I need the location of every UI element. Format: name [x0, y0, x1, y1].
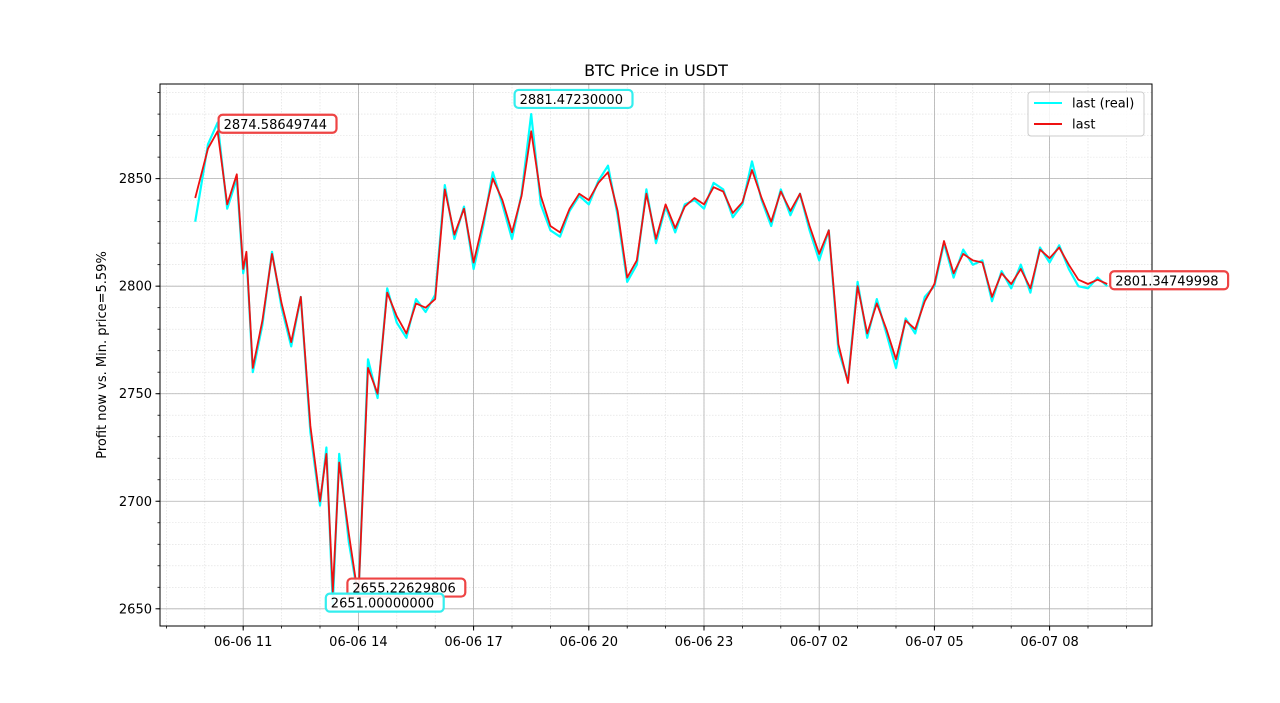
annotation-label: 2874.58649744: [224, 118, 327, 133]
legend: last (real) last: [1027, 91, 1145, 137]
annotation-box: [324, 592, 445, 613]
y-tick-label: 2700: [119, 495, 152, 510]
x-tick-label: 06-06 17: [444, 635, 502, 650]
annotation-box: [217, 113, 338, 134]
annotation-box: [513, 88, 634, 110]
x-tick-label: 06-06 14: [329, 635, 387, 650]
series-layer: [194, 112, 1108, 606]
annotation-box: [1109, 270, 1230, 291]
series-line-last: [194, 130, 1108, 599]
legend-label: last (real): [1072, 97, 1134, 112]
y-axis: 2650 2700 2750 2800 2850: [119, 92, 160, 617]
y-tick-label: 2650: [119, 602, 152, 617]
y-tick-label: 2800: [119, 280, 152, 295]
x-tick-label: 06-07 05: [905, 635, 963, 650]
annotation-label: 2651.00000000: [331, 597, 434, 612]
x-tick-label: 06-07 08: [1020, 635, 1078, 650]
annotations: 2874.586497442881.472300002655.226298062…: [217, 88, 1230, 613]
y-axis-label: Profit now vs. Min. price=5.59%: [95, 251, 110, 459]
x-tick-label: 06-07 02: [790, 635, 848, 650]
annotation-label: 2881.47230000: [520, 93, 623, 108]
y-tick-label: 2750: [119, 387, 152, 402]
x-axis: 06-06 11 06-06 14 06-06 17 06-06 20 06-06 23…: [165, 626, 1127, 650]
plot-frame: [159, 83, 1153, 627]
x-tick-label: 06-06 20: [560, 635, 618, 650]
x-tick-label: 06-06 23: [675, 635, 733, 650]
chart-title: BTC Price in USDT: [584, 61, 728, 80]
legend-label: last: [1072, 118, 1095, 133]
annotation-label: 2801.34749998: [1115, 274, 1218, 289]
y-tick-label: 2850: [119, 172, 152, 187]
x-tick-label: 06-06 11: [214, 635, 272, 650]
